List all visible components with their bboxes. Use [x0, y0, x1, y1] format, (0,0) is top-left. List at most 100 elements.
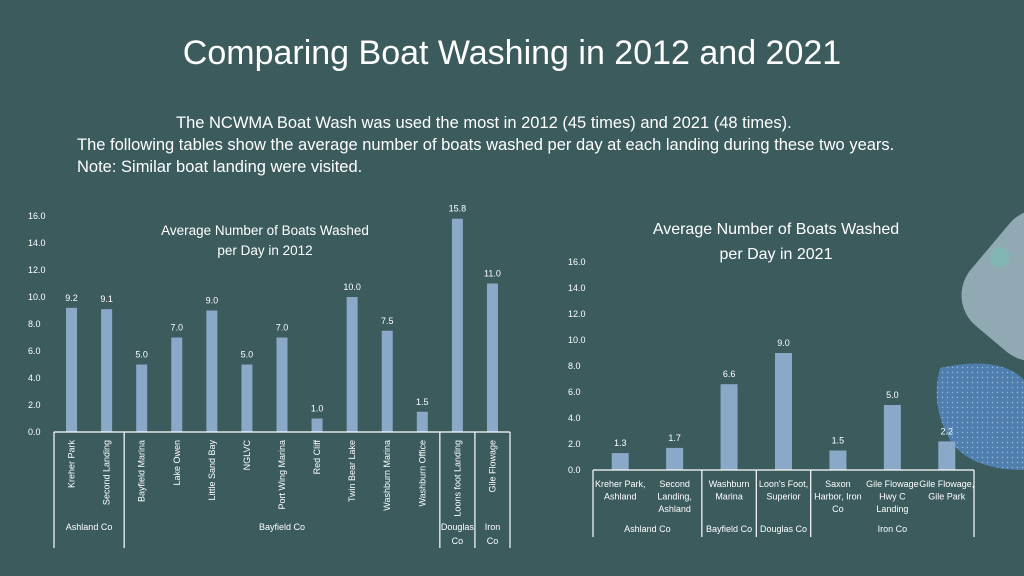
intro-line: The NCWMA Boat Wash was used the most in… [176, 114, 792, 132]
y-tick-label: 12.0 [28, 265, 46, 275]
group-label: Iron Co [878, 524, 908, 534]
value-label: 2.2 [941, 426, 954, 436]
x-tick-label: Washburn Marina [382, 440, 392, 511]
y-tick-label: 16.0 [568, 257, 586, 267]
x-tick-label: Bayfield Marina [137, 440, 147, 502]
value-label: 1.7 [668, 433, 681, 443]
y-tick-label: 2.0 [28, 400, 41, 410]
y-tick-label: 12.0 [568, 309, 586, 319]
x-tick-label: Ashland [658, 504, 691, 514]
value-label: 5.0 [886, 390, 899, 400]
x-tick-label: Second [659, 479, 690, 489]
x-tick-label: Landing, [657, 492, 692, 502]
y-tick-label: 0.0 [28, 427, 41, 437]
value-label: 6.6 [723, 369, 736, 379]
y-tick-label: 2.0 [568, 439, 581, 449]
x-tick-label: Kreher Park [67, 440, 77, 489]
y-tick-label: 14.0 [28, 238, 46, 248]
x-tick-label: Gile Flowage, [919, 479, 974, 489]
y-tick-label: 10.0 [568, 335, 586, 345]
y-tick-label: 6.0 [568, 387, 581, 397]
y-tick-label: 0.0 [568, 465, 581, 475]
bar [720, 384, 738, 470]
y-tick-label: 8.0 [28, 319, 41, 329]
bar [451, 218, 463, 432]
value-label: 1.3 [614, 438, 627, 448]
x-tick-label: Ashland [604, 492, 637, 502]
bar [938, 441, 956, 470]
bar [206, 310, 218, 432]
x-tick-label: Gile Flowage [487, 440, 497, 493]
x-tick-label: Harbor, Iron [814, 492, 862, 502]
group-label: Douglas [441, 522, 475, 532]
intro-line: The following tables show the average nu… [77, 136, 895, 154]
chart-title: Average Number of Boats Washed [653, 221, 899, 238]
x-tick-label: Hwy C [879, 492, 906, 502]
group-label: Ashland Co [624, 524, 671, 534]
y-tick-label: 4.0 [28, 373, 41, 383]
value-label: 5.0 [135, 350, 148, 360]
bar [346, 297, 358, 432]
intro-line: Note: Similar boat landing were visited. [77, 158, 363, 176]
x-tick-label: Loons foot Landing [452, 440, 462, 517]
x-tick-label: Little Sand Bay [207, 440, 217, 501]
x-tick-label: Washburn Office [417, 440, 427, 507]
value-label: 7.0 [276, 323, 289, 333]
group-label: Bayfield Co [259, 522, 305, 532]
group-label: Iron [485, 522, 501, 532]
bar [311, 418, 323, 432]
bar [276, 337, 288, 432]
decor-circle [990, 247, 1010, 267]
x-tick-label: Loon's Foot, [759, 479, 808, 489]
bar [611, 453, 629, 470]
x-tick-label: NGLVC [242, 440, 252, 471]
bar [381, 330, 393, 432]
x-tick-label: Twin Bear Lake [347, 440, 357, 502]
bar [136, 364, 148, 432]
value-label: 9.1 [100, 294, 113, 304]
group-label: Co [452, 536, 464, 546]
y-tick-label: 16.0 [28, 211, 46, 221]
y-tick-label: 10.0 [28, 292, 46, 302]
value-label: 7.0 [171, 323, 184, 333]
x-tick-label: Lake Owen [172, 440, 182, 486]
bar [171, 337, 183, 432]
value-label: 5.0 [241, 350, 254, 360]
slide-title: Comparing Boat Washing in 2012 and 2021 [182, 34, 842, 72]
y-tick-label: 8.0 [568, 361, 581, 371]
bar [666, 447, 684, 470]
x-tick-label: Co [832, 504, 844, 514]
bar [883, 405, 901, 470]
x-tick-label: Landing [876, 504, 908, 514]
value-label: 1.0 [311, 404, 324, 414]
chart-title: Average Number of Boats Washed [161, 223, 369, 238]
bar [829, 450, 847, 470]
value-label: 9.0 [777, 338, 790, 348]
x-tick-label: Superior [766, 492, 800, 502]
x-tick-label: Kreher Park, [595, 479, 646, 489]
bar [101, 309, 113, 432]
value-label: 11.0 [484, 269, 501, 279]
x-tick-label: Second Landing [102, 440, 112, 505]
bar [486, 283, 498, 432]
bar [66, 307, 78, 432]
value-label: 15.8 [449, 204, 467, 214]
x-tick-label: Port Wing Marina [277, 440, 287, 510]
chart-title: per Day in 2021 [720, 246, 833, 263]
group-label: Ashland Co [66, 522, 113, 532]
chart-title: per Day in 2012 [217, 243, 312, 258]
x-tick-label: Gile Flowage [866, 479, 919, 489]
group-label: Bayfield Co [706, 524, 752, 534]
x-tick-label: Washburn [709, 479, 750, 489]
decor-dotted-leaf [936, 363, 1024, 470]
y-tick-label: 6.0 [28, 346, 41, 356]
bar [241, 364, 253, 432]
x-tick-label: Gile Park [928, 492, 966, 502]
y-tick-label: 4.0 [568, 413, 581, 423]
bar [416, 411, 428, 432]
value-label: 1.5 [832, 436, 845, 446]
value-label: 10.0 [343, 282, 361, 292]
